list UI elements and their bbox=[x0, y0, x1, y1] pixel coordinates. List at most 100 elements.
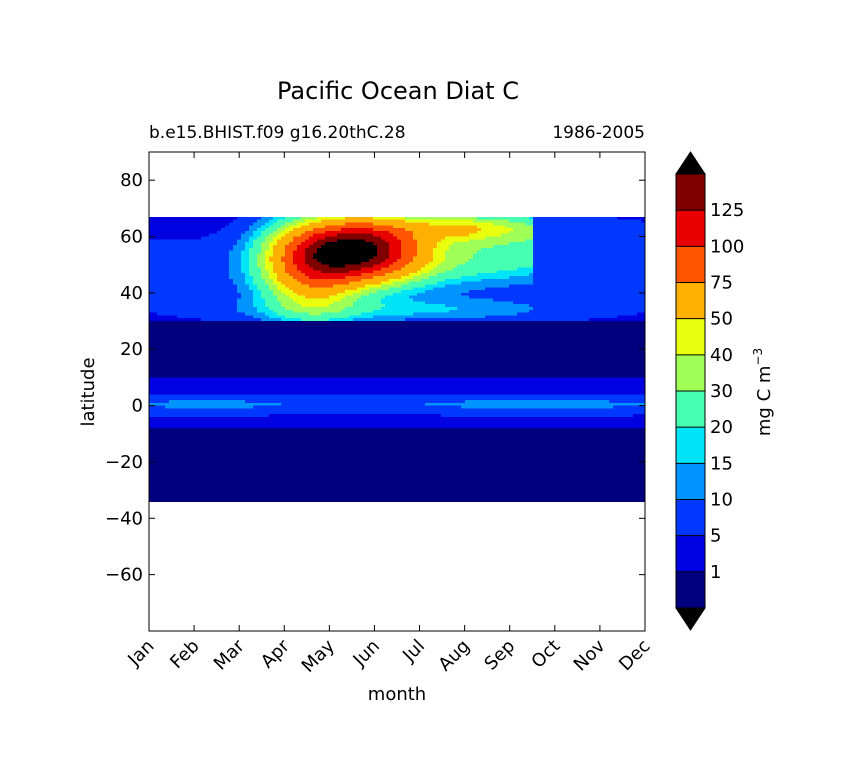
contour-cell bbox=[449, 244, 494, 249]
contour-cell bbox=[349, 315, 374, 319]
contour-cell bbox=[245, 275, 254, 280]
contour-cell bbox=[273, 236, 282, 240]
contour-cell bbox=[233, 278, 246, 283]
contour-cell bbox=[373, 222, 430, 226]
contour-cell bbox=[149, 422, 645, 426]
contour-cell bbox=[149, 332, 645, 336]
contour-cell bbox=[281, 402, 426, 407]
x-tick-label: Aug bbox=[434, 636, 474, 676]
contour-cell bbox=[477, 225, 506, 229]
contour-cell bbox=[241, 267, 250, 271]
contour-cell bbox=[533, 275, 645, 280]
contour-cell bbox=[149, 304, 238, 308]
contour-cell bbox=[149, 264, 230, 269]
contour-cell bbox=[149, 416, 645, 421]
contour-cell bbox=[269, 414, 442, 418]
colorbar-swatch bbox=[676, 210, 705, 247]
contour-cell bbox=[149, 247, 234, 252]
contour-cell bbox=[253, 298, 266, 302]
contour-cell bbox=[385, 259, 398, 263]
contour-cell bbox=[409, 281, 438, 286]
contour-cell bbox=[633, 414, 645, 418]
contour-cell bbox=[353, 318, 406, 322]
colorbar-under-extend bbox=[675, 607, 706, 631]
contour-cell bbox=[485, 315, 618, 319]
contour-cell bbox=[533, 278, 645, 283]
contour-cell bbox=[149, 228, 222, 232]
x-tick-label: Jun bbox=[349, 636, 384, 671]
contour-cell bbox=[417, 242, 438, 246]
contour-cell bbox=[149, 473, 645, 477]
contour-cell bbox=[277, 233, 286, 238]
contour-cell bbox=[149, 290, 238, 294]
contour-cell bbox=[317, 250, 378, 255]
contour-cell bbox=[149, 230, 218, 235]
contour-cell bbox=[237, 287, 250, 291]
contour-cell bbox=[413, 298, 494, 302]
contour-cell bbox=[281, 290, 294, 294]
contour-cell bbox=[149, 439, 645, 443]
contour-cell bbox=[393, 292, 418, 297]
contour-cell bbox=[341, 298, 358, 302]
contour-cell bbox=[285, 306, 346, 311]
contour-cell bbox=[429, 222, 494, 226]
contour-cell bbox=[237, 239, 250, 243]
contour-cell bbox=[401, 284, 426, 288]
contour-cell bbox=[533, 236, 645, 240]
contour-cell bbox=[417, 247, 434, 252]
contour-cell bbox=[277, 242, 290, 246]
contour-cell bbox=[465, 399, 610, 404]
contour-cell bbox=[149, 492, 645, 497]
contour-cell bbox=[373, 264, 390, 269]
contour-cell bbox=[149, 261, 230, 266]
contour-cell bbox=[245, 273, 250, 277]
colorbar-swatch bbox=[676, 499, 705, 537]
contour-cell bbox=[269, 242, 278, 246]
contour-cell bbox=[497, 270, 534, 274]
contour-cell bbox=[609, 399, 645, 404]
contour-cell bbox=[589, 318, 645, 322]
contour-cell bbox=[477, 216, 530, 221]
contour-cell bbox=[305, 230, 326, 235]
contour-cell bbox=[533, 253, 645, 257]
contour-cell bbox=[265, 298, 278, 302]
contour-cell bbox=[349, 270, 374, 274]
contour-cell bbox=[433, 259, 446, 263]
contour-cell bbox=[245, 312, 266, 317]
contour-cell bbox=[329, 264, 346, 269]
contour-cell bbox=[261, 242, 270, 246]
colorbar-label: mg C m−3 bbox=[751, 348, 775, 436]
contour-cell bbox=[477, 250, 534, 255]
y-axis-label: latitude bbox=[78, 357, 99, 426]
contour-cell bbox=[413, 275, 430, 280]
contour-cell bbox=[305, 253, 314, 257]
contour-cell bbox=[253, 275, 262, 280]
contour-cell bbox=[261, 247, 270, 252]
contour-cell bbox=[165, 405, 254, 410]
contour-cell bbox=[249, 287, 258, 291]
contour-cell bbox=[265, 281, 274, 286]
contour-cell bbox=[149, 399, 170, 404]
contour-cell bbox=[373, 275, 402, 280]
contour-cell bbox=[313, 233, 338, 238]
contour-cell bbox=[493, 244, 534, 249]
contour-cell bbox=[149, 453, 645, 457]
contour-cell bbox=[389, 256, 402, 260]
contour-cell bbox=[309, 275, 346, 280]
contour-cell bbox=[229, 273, 246, 277]
contour-cell bbox=[517, 312, 638, 317]
contour-cell bbox=[285, 270, 302, 274]
contour-cell bbox=[241, 259, 250, 263]
contour-cell bbox=[261, 275, 270, 280]
contour-cell bbox=[445, 259, 470, 263]
contour-cell bbox=[229, 267, 242, 271]
contour-cell bbox=[265, 264, 274, 269]
x-tick-label: May bbox=[298, 635, 339, 676]
contour-cell bbox=[273, 278, 278, 283]
contour-cell bbox=[421, 273, 438, 277]
contour-cell bbox=[149, 270, 230, 274]
contour-cell bbox=[273, 309, 294, 314]
contour-cell bbox=[401, 256, 414, 260]
colorbar-over-extend bbox=[675, 151, 706, 175]
contour-cell bbox=[149, 287, 238, 291]
